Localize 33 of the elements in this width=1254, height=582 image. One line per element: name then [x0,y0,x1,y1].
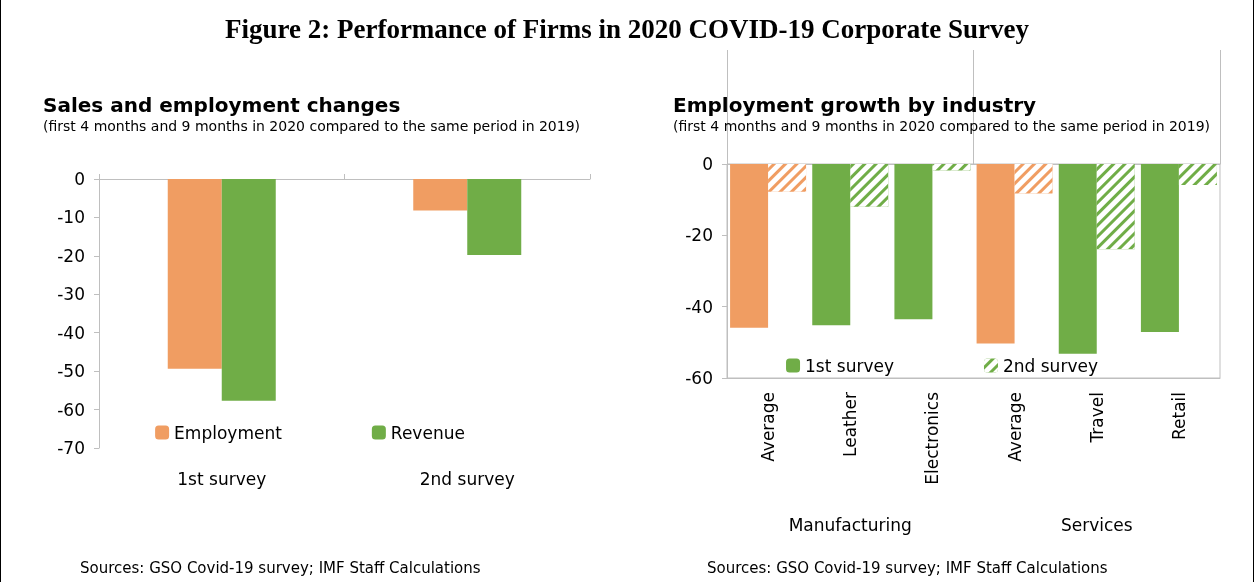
text: Manufacturing [788,514,912,535]
y-tick-label: -40 [685,296,713,317]
caption: Figure 2: Performance of Firms in 2020 COVID-19 Corporate Survey [223,14,1031,45]
x-tick-label: Average [758,392,779,462]
x-tick-label: Electronics [922,391,943,485]
chart-subtitle: (first 4 months and 9 months in 2020 compared to the same period in 2019) [673,118,1211,134]
text: Services [1060,514,1133,535]
y-tick-label: -30 [57,284,85,305]
y-tick-label: -20 [685,225,713,246]
source-note: Sources: GSO Covid-19 survey; IMF Staff Calculations [80,558,481,577]
x-tick-label: 2nd survey [419,468,515,489]
legend-label: Revenue [390,422,465,443]
source-note: Sources: GSO Covid-19 survey; IMF Staff Calculations [707,558,1108,577]
x-tick-label: Average [1004,392,1025,462]
y-tick-label: -60 [685,368,713,388]
y-tick-label: -40 [57,322,85,343]
y-tick-label: -50 [57,361,85,382]
y-tick-label: 0 [74,169,85,189]
legend-label: 2nd survey [1002,355,1098,376]
x-tick-label: Travel [1086,392,1107,444]
x-tick-label: Leather [840,391,861,457]
y-tick-label: -20 [57,245,85,266]
chart-subtitle: (first 4 months and 9 months in 2020 compared to the same period in 2019) [43,118,581,134]
chart-title: Sales and employment changes [43,93,401,117]
y-tick-label: 0 [702,154,713,174]
y-tick-label: -60 [57,399,85,420]
legend-label: Employment [174,422,283,443]
y-tick-label: -10 [57,207,85,228]
x-tick-label: Retail [1168,392,1189,441]
legend-label: 1st survey [805,355,894,376]
chart-title: Employment growth by industry [673,93,1037,117]
y-tick-label: -70 [57,438,85,458]
x-tick-label: 1st survey [177,468,267,489]
